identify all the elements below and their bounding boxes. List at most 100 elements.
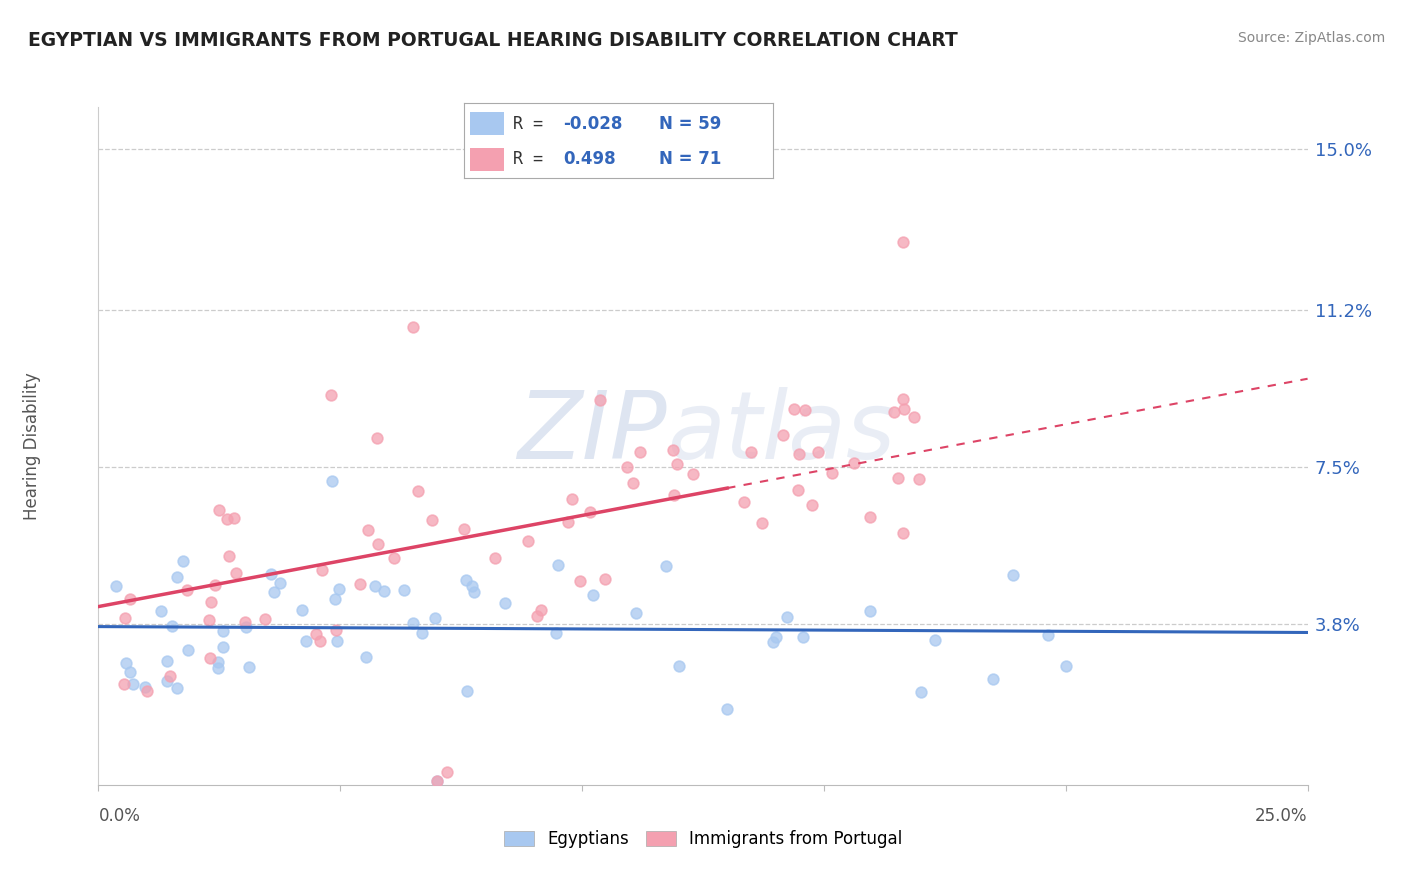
Point xyxy=(328,582,350,596)
Point xyxy=(212,640,235,654)
Point xyxy=(156,673,179,688)
Point xyxy=(218,549,240,563)
Point xyxy=(149,604,172,618)
Point xyxy=(420,512,443,526)
Point xyxy=(529,603,551,617)
Point xyxy=(595,573,617,587)
Point xyxy=(406,484,429,499)
Point xyxy=(484,550,506,565)
Point xyxy=(323,592,346,607)
Point xyxy=(783,401,806,416)
Point xyxy=(121,677,143,691)
Point xyxy=(526,609,548,624)
Point xyxy=(557,515,579,529)
Point xyxy=(751,516,773,530)
Point xyxy=(776,609,799,624)
Point xyxy=(792,630,814,644)
Point xyxy=(859,604,882,618)
Point xyxy=(311,563,333,577)
Point xyxy=(177,643,200,657)
Point xyxy=(903,409,925,424)
Point xyxy=(666,457,689,471)
Point xyxy=(628,445,651,459)
Point xyxy=(668,659,690,673)
Point xyxy=(579,505,602,519)
Point xyxy=(910,685,932,699)
Point xyxy=(162,619,184,633)
Point xyxy=(682,467,704,481)
Point xyxy=(212,624,235,639)
Text: N = 59: N = 59 xyxy=(659,115,721,133)
Point xyxy=(134,680,156,694)
Point xyxy=(364,579,387,593)
Point xyxy=(253,612,276,626)
Point xyxy=(624,606,647,620)
Point xyxy=(887,471,910,485)
Point xyxy=(354,650,377,665)
Point xyxy=(260,566,283,581)
Point xyxy=(367,537,389,551)
Point xyxy=(772,427,794,442)
Point xyxy=(456,684,478,698)
Point xyxy=(382,550,405,565)
Point xyxy=(114,611,136,625)
Text: N = 71: N = 71 xyxy=(659,150,721,168)
Point xyxy=(1054,659,1077,673)
Point xyxy=(662,442,685,457)
Point xyxy=(859,509,882,524)
Point xyxy=(172,553,194,567)
Point xyxy=(235,620,257,634)
Point xyxy=(461,579,484,593)
Point xyxy=(801,498,824,512)
Point xyxy=(238,659,260,673)
Point xyxy=(233,615,256,630)
Point xyxy=(198,651,221,665)
Point xyxy=(569,574,592,588)
Point xyxy=(454,573,477,587)
Point xyxy=(366,431,388,445)
Point xyxy=(135,684,157,698)
Point xyxy=(733,495,755,509)
Point xyxy=(198,613,221,627)
Point xyxy=(981,672,1004,686)
Point xyxy=(308,633,330,648)
Point xyxy=(325,624,347,638)
Point xyxy=(787,447,810,461)
Point xyxy=(765,630,787,644)
Point xyxy=(883,405,905,419)
Point xyxy=(356,523,378,537)
Point xyxy=(621,475,644,490)
Point xyxy=(305,626,328,640)
Point xyxy=(740,444,762,458)
Point xyxy=(426,773,449,788)
Point xyxy=(176,582,198,597)
Point xyxy=(263,585,285,599)
Text: 0.0%: 0.0% xyxy=(98,807,141,825)
Point xyxy=(112,677,135,691)
Point xyxy=(924,632,946,647)
Point xyxy=(222,511,245,525)
Point xyxy=(561,491,583,506)
Text: R =: R = xyxy=(513,115,554,133)
Point xyxy=(426,773,449,788)
Point xyxy=(616,460,638,475)
Point xyxy=(891,525,914,540)
Point xyxy=(118,592,141,607)
Text: 25.0%: 25.0% xyxy=(1256,807,1308,825)
Point xyxy=(1002,568,1025,582)
Point xyxy=(893,401,915,416)
Point xyxy=(291,602,314,616)
Point xyxy=(907,472,929,486)
Point xyxy=(295,634,318,648)
Legend: Egyptians, Immigrants from Portugal: Egyptians, Immigrants from Portugal xyxy=(498,823,908,855)
Text: ZIP: ZIP xyxy=(517,387,666,478)
Point xyxy=(118,665,141,679)
Point xyxy=(891,392,914,407)
Point xyxy=(200,595,222,609)
Point xyxy=(207,661,229,675)
Point xyxy=(326,633,349,648)
Point xyxy=(394,583,416,598)
Text: atlas: atlas xyxy=(666,387,896,478)
Point xyxy=(786,483,808,498)
Point xyxy=(321,474,343,488)
